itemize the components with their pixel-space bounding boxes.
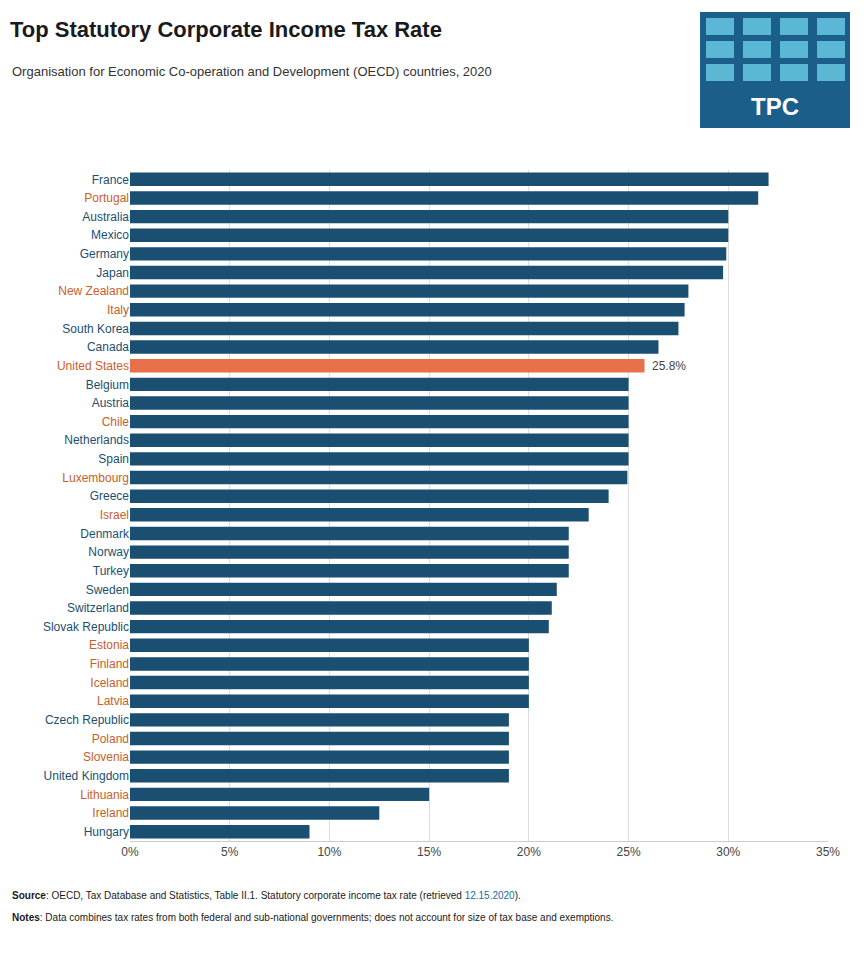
svg-text:Australia: Australia (82, 210, 129, 224)
svg-text:United States: United States (57, 359, 129, 373)
svg-text:France: France (92, 173, 130, 187)
svg-text:Greece: Greece (90, 489, 130, 503)
svg-text:Hungary: Hungary (84, 825, 129, 839)
svg-text:Finland: Finland (90, 657, 129, 671)
svg-text:Italy: Italy (107, 303, 129, 317)
svg-text:Norway: Norway (88, 545, 129, 559)
svg-text:25.8%: 25.8% (652, 359, 686, 373)
svg-text:Sweden: Sweden (86, 583, 129, 597)
svg-text:Spain: Spain (98, 452, 129, 466)
svg-text:Ireland: Ireland (92, 806, 129, 820)
svg-text:30%: 30% (716, 845, 740, 859)
svg-text:Belgium: Belgium (86, 378, 129, 392)
svg-text:Czech Republic: Czech Republic (45, 713, 129, 727)
svg-text:15%: 15% (417, 845, 441, 859)
svg-text:Slovenia: Slovenia (83, 750, 129, 764)
svg-text:Japan: Japan (96, 266, 129, 280)
svg-text:5%: 5% (221, 845, 239, 859)
svg-text:Top Statutory Corporate Income: Top Statutory Corporate Income Tax Rate (10, 17, 442, 42)
svg-text:35%: 35% (816, 845, 840, 859)
svg-text:Switzerland: Switzerland (67, 601, 129, 615)
svg-text:Mexico: Mexico (91, 228, 129, 242)
svg-text:Luxembourg: Luxembourg (62, 471, 129, 485)
svg-text:New Zealand: New Zealand (58, 284, 129, 298)
svg-text:Germany: Germany (80, 247, 129, 261)
svg-text:Estonia: Estonia (89, 638, 129, 652)
svg-text:25%: 25% (617, 845, 641, 859)
svg-text:Notes: Data combines tax rates: Notes: Data combines tax rates from both… (12, 912, 613, 923)
svg-text:Canada: Canada (87, 340, 129, 354)
svg-text:Latvia: Latvia (97, 694, 129, 708)
svg-text:Portugal: Portugal (84, 191, 129, 205)
svg-text:Slovak Republic: Slovak Republic (43, 620, 129, 634)
svg-text:Israel: Israel (100, 508, 129, 522)
svg-text:Austria: Austria (92, 396, 130, 410)
svg-text:Netherlands: Netherlands (64, 433, 129, 447)
svg-text:Chile: Chile (102, 415, 130, 429)
svg-text:20%: 20% (517, 845, 541, 859)
svg-text:TPC: TPC (751, 93, 799, 120)
svg-text:Lithuania: Lithuania (80, 788, 129, 802)
svg-text:Iceland: Iceland (90, 676, 129, 690)
svg-text:Poland: Poland (92, 732, 129, 746)
svg-text:United Kingdom: United Kingdom (44, 769, 129, 783)
svg-text:Turkey: Turkey (93, 564, 129, 578)
svg-text:10%: 10% (317, 845, 341, 859)
svg-text:South Korea: South Korea (62, 322, 129, 336)
svg-text:0%: 0% (121, 845, 139, 859)
svg-text:Denmark: Denmark (80, 527, 130, 541)
svg-text:Organisation for Economic Co-o: Organisation for Economic Co-operation a… (12, 64, 492, 79)
svg-text:Source: OECD, Tax Database and: Source: OECD, Tax Database and Statistic… (12, 890, 521, 901)
